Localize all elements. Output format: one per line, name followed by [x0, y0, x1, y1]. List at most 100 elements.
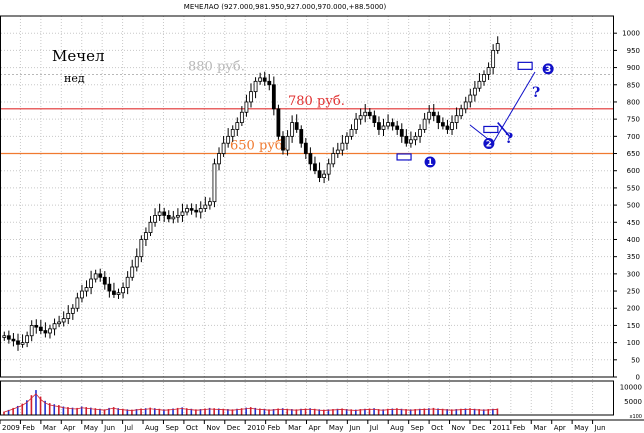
candle-body — [121, 287, 125, 294]
y-tick-label: 0 — [636, 374, 640, 382]
y-tick-label: 350 — [627, 253, 640, 261]
candle-body — [2, 335, 7, 338]
candle-body — [308, 153, 313, 165]
y-tick-label: 200 — [627, 305, 640, 313]
candle-body — [130, 266, 135, 278]
x-tick-label: Jun — [348, 424, 360, 432]
candle-body — [89, 278, 93, 289]
x-tick-label: Feb — [268, 424, 281, 432]
y-tick-label: 400 — [627, 236, 640, 244]
grid — [1, 16, 613, 415]
y-tick-label: 100 — [627, 339, 640, 347]
x-tick-label: 2009 — [2, 424, 20, 432]
candle-body — [422, 118, 427, 130]
candle-body — [395, 125, 400, 130]
axes: 1000950900850800750700650600550500450400… — [0, 15, 644, 432]
y-tick-label: 50 — [631, 356, 640, 364]
candle-body — [98, 273, 103, 278]
scenario-line — [492, 71, 536, 144]
candle-body — [125, 276, 130, 289]
candle-body — [80, 290, 84, 299]
period-label: нед — [64, 72, 85, 85]
candle-body — [25, 335, 30, 344]
candle-body — [354, 118, 358, 130]
question-mark: ? — [532, 85, 540, 101]
candle-body — [107, 283, 112, 292]
x-tick-label: May — [329, 424, 343, 432]
candle-body — [322, 173, 327, 178]
candle-body — [162, 211, 167, 216]
candle-body — [75, 297, 80, 309]
volume-tick-label: 10000 — [620, 384, 642, 392]
candle-body — [495, 43, 500, 51]
volume-avg-line — [3, 393, 498, 413]
candle-body — [70, 307, 75, 314]
candle-body — [185, 208, 189, 213]
candle-body — [358, 115, 363, 120]
candle-body — [409, 139, 413, 144]
candle-body — [258, 77, 263, 82]
candle-body — [372, 115, 377, 123]
candle-body — [198, 208, 203, 213]
candle-body — [363, 111, 368, 117]
x-tick-label: Apr — [63, 424, 75, 432]
candle-body — [281, 135, 285, 151]
candle-body — [377, 122, 381, 130]
y-tick-label: 900 — [627, 64, 640, 72]
candle-body — [194, 209, 199, 213]
y-tick-label: 450 — [627, 219, 640, 227]
candle-body — [235, 122, 240, 130]
x-tick-label: May — [574, 424, 588, 432]
y-tick-label: 750 — [627, 116, 640, 124]
candle-body — [221, 142, 226, 154]
x-tick-label: Oct — [431, 424, 443, 432]
volume-panel — [3, 390, 499, 415]
x-tick-label: Sep — [165, 424, 179, 432]
candle-body — [116, 292, 121, 295]
candle-body — [52, 323, 57, 330]
candle-body — [386, 122, 390, 127]
marker-circle — [424, 156, 436, 168]
candle-body — [404, 135, 409, 144]
x-tick-label: Mar — [43, 424, 56, 432]
x-tick-label: Apr — [554, 424, 566, 432]
candle-body — [271, 84, 276, 110]
candle-body — [11, 338, 16, 342]
volume-scale-label: x100 — [629, 414, 642, 420]
candle-body — [112, 290, 116, 295]
candle-body — [157, 211, 162, 216]
candle-body — [262, 77, 267, 82]
candle-body — [20, 342, 25, 345]
x-tick-label: May — [84, 424, 98, 432]
candle-body — [153, 215, 157, 223]
candle-body — [48, 328, 52, 334]
candle-body — [331, 153, 336, 165]
x-tick-label: Mar — [288, 424, 301, 432]
candle-body — [207, 201, 212, 206]
arrow-down — [497, 122, 511, 138]
candle-body — [217, 153, 221, 165]
x-tick-label: Aug — [145, 424, 159, 432]
candle-body — [139, 239, 144, 258]
candle-body — [472, 87, 477, 96]
candle-body — [148, 221, 153, 234]
candle-body — [144, 232, 148, 240]
candle-body — [84, 287, 89, 292]
candle-body — [445, 125, 450, 130]
x-tick-label: Nov — [206, 424, 220, 432]
candle-body — [427, 111, 432, 120]
candle-body — [299, 129, 304, 144]
candle-body — [463, 101, 468, 110]
x-tick-label: 2010 — [247, 424, 265, 432]
candle-body — [189, 208, 194, 211]
candle-body — [180, 211, 185, 216]
x-tick-label: Dec — [227, 424, 241, 432]
x-tick-label: Dec — [472, 424, 486, 432]
marker-number: 3 — [545, 65, 551, 75]
y-tick-label: 500 — [627, 202, 640, 210]
candle-body — [477, 80, 482, 89]
level-label: 650 руб. — [230, 139, 287, 154]
candle-body — [335, 149, 340, 154]
